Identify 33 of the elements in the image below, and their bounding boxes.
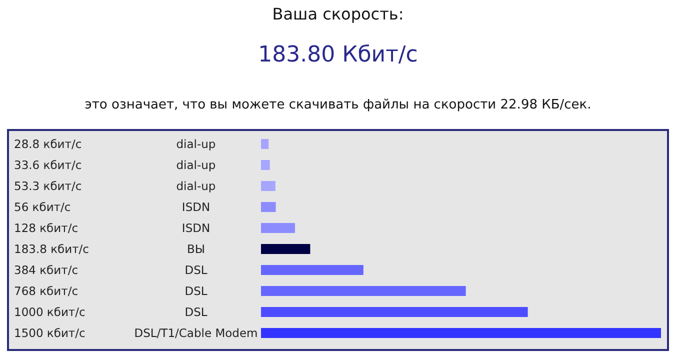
text: DSL/T1/Cable Modem bbox=[134, 326, 258, 340]
y-tick-label: 53.3 кбит/с bbox=[14, 179, 82, 194]
bar bbox=[261, 160, 270, 170]
text: ISDN bbox=[182, 200, 210, 214]
text: DSL bbox=[184, 284, 208, 298]
bar bbox=[261, 223, 295, 233]
bar bbox=[261, 181, 276, 191]
bar bbox=[261, 202, 276, 212]
text: DSL bbox=[184, 263, 208, 278]
chart-subtitle: 183.80 Кбит/с bbox=[258, 42, 418, 68]
text: ISDN bbox=[182, 221, 210, 236]
y-tick-label: 33.6 кбит/с bbox=[14, 158, 82, 172]
text: DSL bbox=[184, 305, 208, 320]
y-tick-label: 1500 кбит/с bbox=[14, 326, 86, 340]
bar bbox=[261, 244, 310, 254]
bar bbox=[261, 286, 466, 296]
text: это означает, что вы можете скачивать файлы на скорости 22.98 КБ/сек. bbox=[84, 98, 592, 113]
y-tick-label: 56 кбит/с bbox=[14, 200, 71, 214]
text: ВЫ bbox=[186, 242, 206, 256]
chart-title: Ваша скорость: bbox=[272, 4, 404, 24]
text: dial-up bbox=[176, 179, 216, 194]
text: dial-up bbox=[176, 137, 216, 152]
bar bbox=[261, 307, 528, 317]
y-tick-label: 768 кбит/с bbox=[14, 284, 78, 298]
y-tick-label: 384 кбит/с bbox=[14, 263, 78, 278]
bar bbox=[261, 328, 661, 338]
bar bbox=[261, 265, 364, 275]
bar bbox=[261, 139, 269, 149]
y-tick-label: 28.8 кбит/с bbox=[14, 137, 82, 152]
text: dial-up bbox=[176, 158, 216, 172]
y-tick-label: 1000 кбит/с bbox=[14, 305, 86, 320]
y-tick-label: 183.8 кбит/с bbox=[14, 242, 89, 256]
y-tick-label: 128 кбит/с bbox=[14, 221, 78, 236]
